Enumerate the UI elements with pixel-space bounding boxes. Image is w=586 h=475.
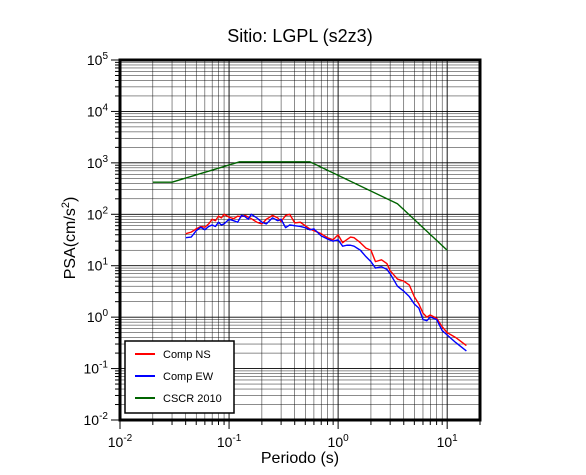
series-line-2: [185, 213, 467, 352]
y-axis-label-main: PSA(cm/s: [62, 208, 79, 279]
legend: Comp NS Comp EW CSCR 2010: [124, 340, 235, 414]
series-line-1: [185, 213, 467, 347]
axis-ticks: [111, 59, 481, 429]
y-axis-label: PSA(cm/s2): [60, 197, 79, 280]
y-axis-label-close: ): [62, 197, 79, 202]
y-tick-label: 103: [87, 154, 109, 171]
y-tick-label: 102: [87, 205, 109, 222]
x-axis-label: Periodo (s): [261, 450, 339, 467]
grid: [119, 59, 481, 421]
plot-frame: [118, 58, 482, 422]
x-tick-label: 10-1: [217, 433, 242, 450]
y-tick-label: 101: [87, 257, 109, 274]
legend-label: Comp NS: [163, 349, 211, 361]
legend-label: Comp EW: [163, 371, 214, 383]
legend-label: CSCR 2010: [163, 393, 222, 405]
y-tick-label: 10-1: [84, 360, 109, 377]
y-tick-label: 100: [87, 308, 109, 325]
chart-title: Sitio: LGPL (s2z3): [227, 26, 372, 46]
y-tick-label: 105: [87, 51, 109, 68]
x-tick-label: 10-2: [108, 433, 133, 450]
series-line-3: [152, 161, 448, 251]
series-group: [152, 161, 467, 352]
y-axis-label-superscript: 2: [60, 202, 72, 208]
y-tick-label: 104: [87, 102, 109, 119]
x-tick-label: 100: [328, 433, 350, 450]
y-tick-label: 10-2: [84, 411, 109, 428]
tick-labels: 10-2 10-1 100 101 10-2 10-1 100 101 102 103 104 105: [84, 51, 459, 450]
x-tick-label: 101: [437, 433, 459, 450]
